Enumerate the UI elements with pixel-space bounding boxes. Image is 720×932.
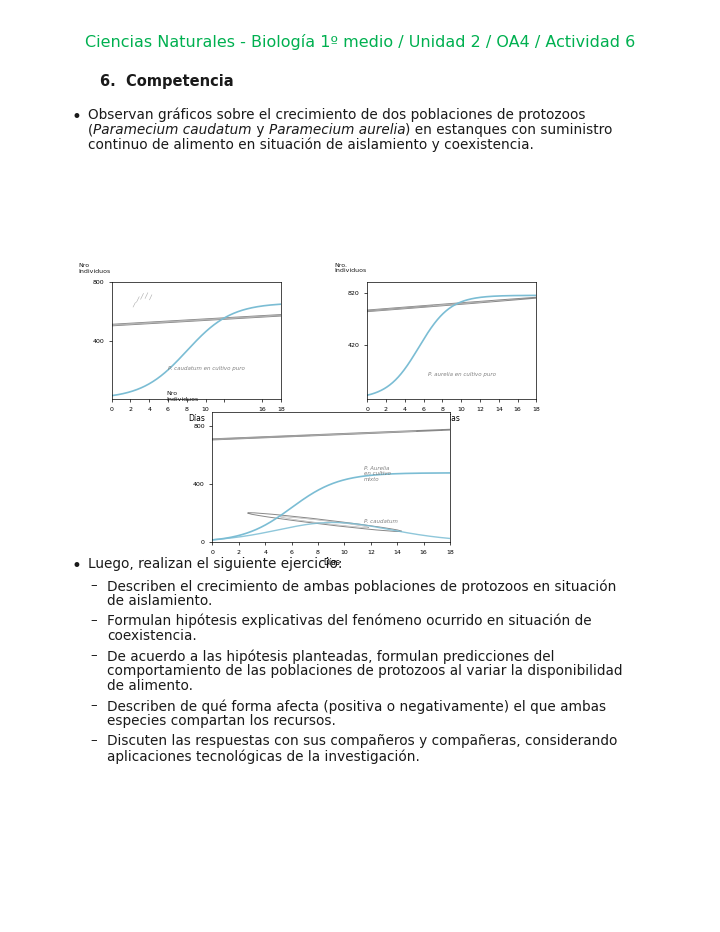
Text: (: ( — [88, 123, 94, 137]
X-axis label: Días: Días — [323, 558, 340, 567]
Text: –: – — [90, 579, 96, 592]
Text: De acuerdo a las hipótesis planteadas, formulan predicciones del: De acuerdo a las hipótesis planteadas, f… — [107, 649, 554, 664]
Ellipse shape — [181, 435, 310, 441]
Text: Ciencias Naturales - Biología 1º medio / Unidad 2 / OA4 / Actividad 6: Ciencias Naturales - Biología 1º medio /… — [85, 34, 635, 50]
Text: Describen de qué forma afecta (positiva o negativamente) el que ambas: Describen de qué forma afecta (positiva … — [107, 699, 606, 714]
Text: de aislamiento.: de aislamiento. — [107, 594, 212, 608]
Text: Describen el crecimiento de ambas poblaciones de protozoos en situación: Describen el crecimiento de ambas poblac… — [107, 579, 616, 594]
Text: aplicaciones tecnológicas de la investigación.: aplicaciones tecnológicas de la investig… — [107, 749, 420, 763]
Text: –: – — [90, 734, 96, 747]
Text: Discuten las respuestas con sus compañeros y compañeras, considerando: Discuten las respuestas con sus compañer… — [107, 734, 617, 748]
Text: especies compartan los recursos.: especies compartan los recursos. — [107, 714, 336, 728]
Text: y: y — [252, 123, 269, 137]
Text: Formulan hipótesis explicativas del fenómeno ocurrido en situación de: Formulan hipótesis explicativas del fenó… — [107, 614, 592, 628]
Text: continuo de alimento en situación de aislamiento y coexistencia.: continuo de alimento en situación de ais… — [88, 138, 534, 153]
Text: P. caudatum en cultivo puro: P. caudatum en cultivo puro — [168, 365, 245, 371]
X-axis label: Días: Días — [444, 415, 460, 423]
Text: Luego, realizan el siguiente ejercicio:: Luego, realizan el siguiente ejercicio: — [88, 557, 343, 571]
Text: coexistencia.: coexistencia. — [107, 629, 197, 643]
Text: Nro
Individuos: Nro Individuos — [166, 391, 199, 402]
Text: P. Aurelia
en cultivo
mixto: P. Aurelia en cultivo mixto — [364, 466, 391, 482]
Text: P. caudatum: P. caudatum — [364, 519, 398, 524]
Ellipse shape — [367, 306, 433, 311]
Text: ) en estanques con suministro: ) en estanques con suministro — [405, 123, 613, 137]
Text: Paramecium aurelia: Paramecium aurelia — [269, 123, 405, 137]
Text: comportamiento de las poblaciones de protozoos al variar la disponibilidad: comportamiento de las poblaciones de pro… — [107, 664, 623, 678]
Text: •: • — [72, 108, 82, 126]
Text: Nro
Individuos: Nro Individuos — [78, 263, 111, 274]
X-axis label: Días: Días — [188, 415, 204, 423]
Text: –: – — [90, 614, 96, 627]
Text: –: – — [90, 649, 96, 662]
Text: 6.  Competencia: 6. Competencia — [100, 74, 233, 89]
Text: de alimento.: de alimento. — [107, 679, 193, 693]
Text: Nro.
Individuos: Nro. Individuos — [334, 263, 366, 273]
Text: •: • — [72, 557, 82, 575]
Text: –: – — [90, 699, 96, 712]
Text: Observan gráficos sobre el crecimiento de dos poblaciones de protozoos: Observan gráficos sobre el crecimiento d… — [88, 108, 585, 122]
Text: P. aurelia en cultivo puro: P. aurelia en cultivo puro — [428, 372, 496, 377]
Text: Paramecium caudatum: Paramecium caudatum — [94, 123, 252, 137]
